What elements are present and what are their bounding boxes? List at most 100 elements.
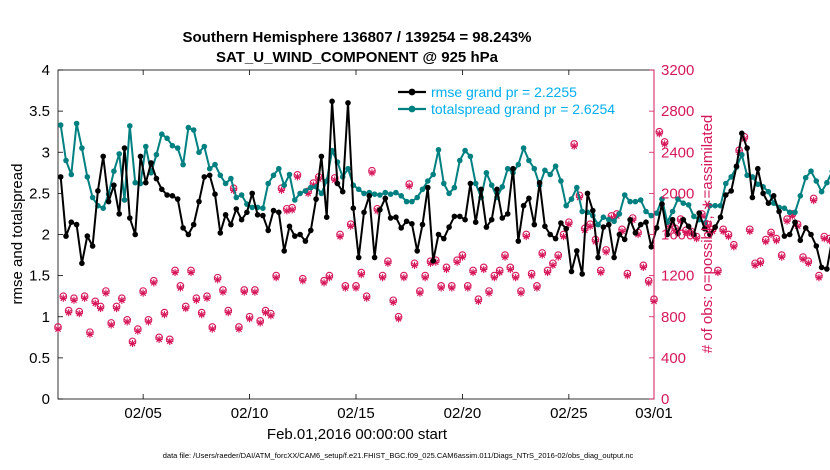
totalspread-point (786, 209, 793, 216)
obs-assimilated-stroke (97, 305, 104, 312)
obs-assimilated-stroke (188, 269, 195, 276)
rmse-point (382, 195, 389, 202)
y-left-tick-label: 3.5 (29, 103, 50, 120)
obs-assimilated-marker (645, 279, 653, 287)
obs-assimilated-marker (128, 339, 137, 348)
obs-assimilated-marker (182, 304, 190, 313)
obs-assimilated-marker (682, 228, 690, 237)
rmse-point (627, 216, 633, 223)
rmse-point (95, 188, 101, 194)
rmse-point (531, 221, 538, 228)
totalspread-point (196, 149, 202, 156)
totalspread-point (249, 204, 255, 211)
obs-assimilated-stroke (140, 290, 147, 297)
obs-assimilated-stroke (693, 235, 700, 242)
rmse-point (345, 100, 351, 106)
obs-assimilated-marker (283, 207, 291, 215)
obs-assimilated-marker (219, 288, 227, 296)
totalspread-point (260, 205, 266, 211)
x-tick-label: 03/01 (635, 405, 673, 422)
rmse-point (339, 188, 346, 195)
obs-assimilated-stroke (762, 238, 769, 245)
obs-assimilated-marker (187, 268, 195, 277)
rmse-point (504, 211, 511, 217)
obs-assimilated-marker (448, 284, 456, 292)
rmse-point (499, 215, 506, 221)
obs-assimilated-marker (437, 284, 445, 292)
obs-assimilated-marker (347, 222, 355, 230)
rmse-point (552, 235, 559, 242)
rmse-point (302, 238, 309, 244)
totalspread-point (382, 189, 389, 196)
obs-assimilated-marker (363, 294, 371, 302)
totalspread-point (531, 165, 538, 172)
obs-assimilated-marker (597, 268, 605, 277)
obs-assimilated-stroke (810, 197, 817, 204)
rmse-point (206, 172, 213, 179)
rmse-point (802, 225, 809, 231)
obs-assimilated-stroke (400, 274, 407, 281)
totalspread-point (611, 218, 617, 225)
rmse-point (621, 236, 628, 243)
rmse-point (595, 254, 601, 261)
obs-assimilated-marker (192, 296, 200, 304)
rmse-point (744, 145, 750, 151)
obs-assimilated-stroke (624, 272, 631, 279)
rmse-point (286, 223, 293, 230)
rmse-point (270, 207, 277, 214)
obs-assimilated-stroke (603, 248, 610, 255)
y-right-tick-label: 2000 (661, 185, 694, 202)
rmse-point (254, 212, 261, 218)
obs-assimilated-stroke (145, 318, 152, 325)
rmse-point (717, 214, 724, 220)
obs-assimilated-marker (400, 274, 408, 282)
totalspread-point (318, 190, 325, 197)
rmse-point (579, 271, 585, 277)
obs-assimilated-marker (804, 259, 812, 267)
obs-assimilated-marker (480, 265, 488, 274)
obs-assimilated-stroke (390, 299, 397, 306)
obs-assimilated-stroke (805, 260, 812, 267)
obs-assimilated-stroke (198, 311, 205, 318)
rmse-point (228, 221, 234, 228)
totalspread-point (808, 168, 814, 174)
obs-assimilated-stroke (480, 266, 487, 273)
obs-count-layer (54, 127, 830, 348)
rmse-point (355, 254, 362, 261)
totalspread-point (659, 196, 665, 202)
rmse-point (526, 195, 532, 202)
obs-assimilated-stroke (470, 269, 477, 276)
obs-assimilated-stroke (299, 277, 306, 284)
obs-assimilated-stroke (571, 143, 578, 150)
totalspread-point (643, 208, 649, 215)
axis-layer: 02/05 02/10 02/15 02/20 02/25 03/0100.511.522… (29, 62, 694, 422)
rmse-point (425, 184, 431, 191)
rmse-point (446, 224, 452, 230)
totalspread-point (552, 163, 559, 169)
rmse-point (691, 231, 697, 238)
obs-assimilated-marker (389, 298, 397, 306)
obs-assimilated-stroke (214, 276, 221, 283)
obs-assimilated-stroke (86, 331, 93, 338)
obs-assimilated-stroke (549, 262, 556, 269)
obs-assimilated-stroke (177, 284, 184, 291)
obs-assimilated-stroke (225, 309, 232, 316)
totalspread-point (302, 188, 309, 194)
x-tick-label: 02/10 (231, 405, 269, 422)
obs-assimilated-stroke (305, 190, 312, 197)
obs-assimilated-stroke (241, 289, 248, 296)
totalspread-point (680, 200, 687, 206)
rmse-point (488, 216, 495, 223)
obs-assimilated-stroke (539, 252, 546, 259)
obs-assimilated-marker (421, 274, 429, 282)
totalspread-point (755, 181, 761, 188)
obs-assimilated-stroke (502, 254, 508, 261)
obs-assimilated-marker (214, 276, 222, 284)
totalspread-point (797, 193, 804, 199)
y-right-tick-label: 400 (661, 350, 686, 367)
obs-assimilated-marker (522, 232, 530, 241)
rmse-point (653, 225, 660, 231)
totalspread-point (707, 202, 713, 209)
y-left-tick-label: 0 (42, 391, 50, 408)
obs-assimilated-marker (543, 268, 552, 277)
